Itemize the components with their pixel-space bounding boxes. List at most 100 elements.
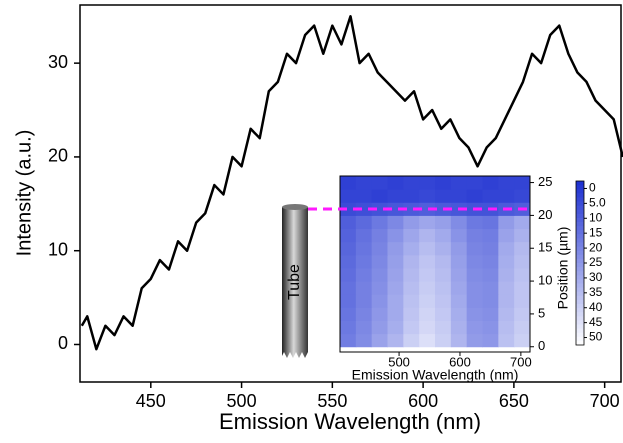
- heatmap-cell: [419, 215, 436, 230]
- heatmap-cell: [340, 320, 357, 335]
- inset-x-tick-label: 500: [388, 354, 410, 369]
- heatmap-cell: [419, 176, 436, 190]
- colorbar-step: [576, 205, 584, 211]
- heatmap-cell: [387, 241, 404, 256]
- colorbar-step: [576, 242, 584, 248]
- x-tick-label: 550: [317, 391, 347, 411]
- heatmap-cell: [514, 189, 530, 203]
- colorbar-step: [576, 316, 584, 321]
- heatmap-cell: [355, 215, 373, 230]
- colorbar-tick-label: 0: [589, 181, 596, 195]
- heatmap-cell: [419, 281, 436, 295]
- heatmap-cell: [371, 202, 388, 216]
- colorbar-step: [576, 258, 584, 264]
- x-axis-title: Emission Wavelength (nm): [219, 409, 481, 434]
- heatmap-cell: [340, 254, 357, 269]
- heatmap-cell: [419, 241, 436, 256]
- heatmap-cell: [435, 333, 452, 348]
- heatmap-cell: [450, 281, 468, 295]
- colorbar-step: [576, 287, 584, 293]
- heatmap-cell: [403, 176, 420, 190]
- heatmap-cell: [355, 202, 373, 216]
- heatmap-cell: [340, 189, 357, 203]
- heatmap-cell: [387, 307, 404, 321]
- heatmap-cell: [435, 281, 452, 295]
- y-tick-label: 10: [48, 239, 68, 259]
- heatmap-cell: [514, 307, 530, 321]
- colorbar-step: [576, 254, 584, 260]
- heatmap-cell: [435, 228, 452, 243]
- colorbar-tick-label: 40: [589, 300, 603, 314]
- heatmap-cell: [419, 294, 436, 308]
- heatmap-cell: [450, 176, 468, 190]
- heatmap-cells: [340, 176, 530, 348]
- heatmap-cell: [387, 294, 404, 308]
- colorbar-step: [576, 328, 584, 334]
- colorbar-tick-label: 20: [589, 240, 603, 254]
- heatmap-cell: [466, 254, 483, 269]
- y-axis-title: Intensity (a.u.): [13, 130, 35, 257]
- colorbar-tick-label: 45: [589, 315, 603, 329]
- x-tick-label: 650: [499, 391, 529, 411]
- colorbar-step: [576, 226, 584, 231]
- colorbar-tick-label: 5.0: [589, 196, 606, 210]
- heatmap-cell: [498, 254, 515, 269]
- heatmap-cell: [466, 267, 483, 282]
- heatmap-cell: [514, 294, 530, 308]
- heatmap-cell: [355, 294, 373, 308]
- heatmap-cell: [498, 294, 515, 308]
- colorbar-step: [576, 299, 584, 305]
- y-tick-label: 20: [48, 146, 68, 166]
- heatmap-cell: [498, 320, 515, 335]
- heatmap-cell: [403, 215, 420, 230]
- heatmap-cell: [355, 228, 373, 243]
- colorbar-step: [576, 336, 584, 342]
- heatmap-cell: [419, 202, 436, 216]
- heatmap-cell: [435, 254, 452, 269]
- heatmap-cell: [419, 307, 436, 321]
- heatmap-cell: [387, 281, 404, 295]
- tube: [282, 207, 308, 358]
- colorbar-step: [576, 275, 584, 280]
- spectrum-line: [80, 15, 623, 351]
- heatmap-cell: [419, 320, 436, 335]
- heatmap-cell: [498, 267, 515, 282]
- heatmap-cell: [435, 320, 452, 335]
- heatmap-cell: [482, 254, 499, 269]
- heatmap-cell: [514, 254, 530, 269]
- colorbar-step: [576, 209, 584, 215]
- colorbar-step: [576, 340, 584, 346]
- heatmap-cell: [403, 267, 420, 282]
- colorbar-step: [576, 279, 584, 284]
- heatmap-cell: [355, 307, 373, 321]
- colorbar-step: [576, 222, 584, 227]
- heatmap-cell: [387, 228, 404, 243]
- heatmap-cell: [482, 176, 499, 190]
- x-tick-label: 500: [227, 391, 257, 411]
- y-tick-label: 30: [48, 52, 68, 72]
- colorbar-step: [576, 189, 584, 194]
- heatmap-cell: [355, 333, 373, 348]
- heatmap-cell: [371, 267, 388, 282]
- colorbar-step: [576, 185, 584, 190]
- colorbar-step: [576, 234, 584, 239]
- heatmap-cell: [435, 215, 452, 230]
- colorbar-step: [576, 181, 584, 186]
- heatmap-cell: [466, 228, 483, 243]
- inset-x-tick-label: 700: [510, 354, 532, 369]
- y-tick-label: 0: [58, 333, 68, 353]
- heatmap-cell: [482, 241, 499, 256]
- colorbar-step: [576, 246, 584, 252]
- heatmap-cell: [482, 189, 499, 203]
- heatmap-cell: [419, 254, 436, 269]
- x-tick-label: 700: [590, 391, 620, 411]
- inset-y-tick-label: 10: [538, 273, 552, 288]
- heatmap-cell: [387, 267, 404, 282]
- heatmap-cell: [498, 333, 515, 348]
- colorbar-step: [576, 217, 584, 223]
- heatmap-cell: [466, 241, 483, 256]
- heatmap-cell: [387, 320, 404, 335]
- heatmap-cell: [340, 333, 357, 348]
